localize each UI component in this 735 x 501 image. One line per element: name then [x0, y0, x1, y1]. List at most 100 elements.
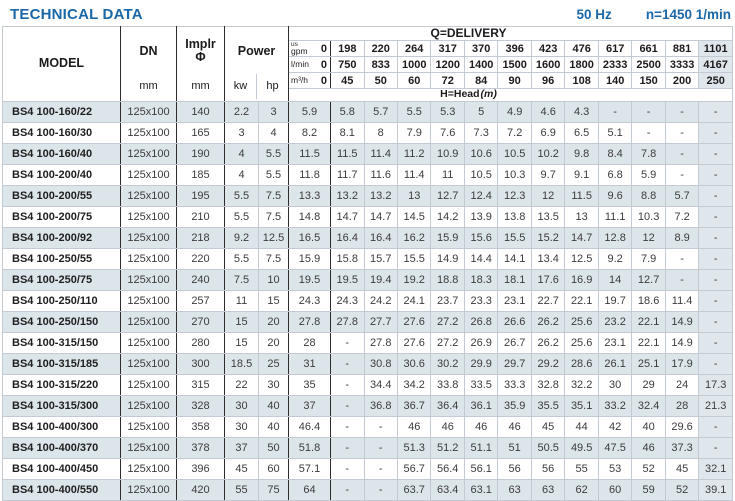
unit-cell-wrap: l/min 0 [290, 59, 330, 71]
head-value-cell: - [330, 352, 365, 375]
dn-cell: 125x100 [120, 436, 177, 459]
head-value-cell: 29.9 [463, 352, 499, 375]
head-value-cell: 17.6 [530, 268, 566, 291]
kw-cell: 45 [224, 457, 259, 480]
head-value-cell: 10.5 [497, 142, 532, 165]
head-value-cell: 30 [597, 373, 633, 396]
head-value-cell: 13.8 [497, 205, 532, 228]
head-value-cell: 29.7 [497, 352, 532, 375]
delivery-value-cell: 833 [363, 56, 398, 74]
head-value-cell: 7.9 [396, 121, 432, 144]
model-cell: BS4 100-315/220 [2, 373, 121, 396]
hp-cell: 10 [257, 268, 290, 291]
table-row: BS4 100-315/220 125x100 315 22 30 35-34.4 34.2… [2, 373, 733, 396]
head-value-cell: 30.2 [430, 352, 465, 375]
head-value-cell: - [363, 436, 398, 459]
dn-label: DN [139, 43, 158, 58]
head-value-cell: 5.1 [597, 121, 633, 144]
delivery-zero-cell: us gpm 0 [288, 40, 332, 58]
unit-label-main: m³/h [291, 74, 309, 85]
dn-cell: 125x100 [120, 331, 177, 354]
head-value-cell: 14 [597, 268, 633, 291]
head-value-cell: - [698, 247, 733, 270]
head-value-cell: 56.7 [396, 457, 432, 480]
table-row: BS4 100-400/450 125x100 396 45 60 57.1- -56.7 5… [2, 457, 733, 480]
delivery-value-cell: 45 [330, 72, 365, 90]
head-value-cell: 52 [664, 478, 700, 501]
head-value-cell: 5.9 [631, 163, 666, 186]
table-row: BS4 100-200/92 125x100 218 9.2 12.5 16.5 16.4 1… [2, 226, 733, 249]
head-value-cell: 11.4 [664, 289, 700, 312]
head-value-cell: 46 [631, 436, 666, 459]
model-cell: BS4 100-200/55 [2, 184, 121, 207]
implr-cell: 358 [176, 415, 225, 438]
head-value-cell: 24 [664, 373, 700, 396]
head-value-cell: - [664, 247, 700, 270]
dn-cell: 125x100 [120, 226, 177, 249]
head-value-cell: 18.8 [430, 268, 465, 291]
model-cell: BS4 100-200/40 [2, 163, 121, 186]
head-value-cell: - [330, 415, 365, 438]
table-header: MODEL DN mm Implr Φ mm Power [2, 25, 733, 102]
head-value-cell: - [698, 289, 733, 312]
delivery-value-cell: 264 [396, 40, 432, 58]
hp-cell: 7.5 [257, 205, 290, 228]
hp-cell: 40 [257, 415, 290, 438]
head-value-cell: 12.5 [564, 247, 599, 270]
head-value-cell: 5.7 [664, 184, 700, 207]
delivery-value-cell: 1101 [698, 40, 733, 58]
delivery-value-cell: 72 [430, 72, 465, 90]
column-header-implr: Implr Φ mm [176, 26, 225, 102]
head-value-cell: 5.5 [396, 100, 432, 123]
hp-cell: 25 [257, 352, 290, 375]
head-value-cell: 27.6 [396, 331, 432, 354]
head-value-cell: 14.7 [363, 205, 398, 228]
dn-cell: 125x100 [120, 121, 177, 144]
head-value-cell: - [631, 100, 666, 123]
head-value-cell: 14.9 [664, 331, 700, 354]
dn-cell: 125x100 [120, 142, 177, 165]
implr-cell: 315 [176, 373, 225, 396]
head-value-cell: - [698, 163, 733, 186]
head-value-cell: 57.1 [288, 457, 332, 480]
head-value-cell: 7.8 [631, 142, 666, 165]
head-value-cell: 19.5 [288, 268, 332, 291]
head-value-cell: 46 [430, 415, 465, 438]
head-value-cell: 11.4 [363, 142, 398, 165]
head-value-cell: 25.1 [631, 352, 666, 375]
head-value-cell: 26.1 [597, 352, 633, 375]
head-value-cell: 56 [497, 457, 532, 480]
kw-cell: 55 [224, 478, 259, 501]
head-value-cell: 13.2 [330, 184, 365, 207]
kw-cell: 5.5 [224, 247, 259, 270]
implr-cell: 270 [176, 310, 225, 333]
delivery-value-cell: 84 [463, 72, 499, 90]
implr-word: Implr [185, 37, 216, 52]
head-value-cell: 12.7 [430, 184, 465, 207]
head-value-cell: 26.6 [497, 310, 532, 333]
head-value-cell: 35.1 [564, 394, 599, 417]
table-row: BS4 100-160/30 125x100 165 3 4 8.2 8.1 8 7.9 7.6 7… [2, 121, 733, 144]
head-value-cell: 10.9 [430, 142, 465, 165]
head-value-cell: 7.2 [664, 205, 700, 228]
head-value-cell: 31 [288, 352, 332, 375]
dn-cell: 125x100 [120, 184, 177, 207]
head-value-cell: 11.5 [564, 184, 599, 207]
head-value-cell: 5.9 [288, 100, 332, 123]
model-cell: BS4 100-400/370 [2, 436, 121, 459]
dn-cell: 125x100 [120, 247, 177, 270]
head-value-cell: 36.1 [463, 394, 499, 417]
head-value-cell: 6.5 [564, 121, 599, 144]
kw-cell: 22 [224, 373, 259, 396]
head-value-cell: 28.6 [564, 352, 599, 375]
table-row: BS4 100-160/40 125x100 190 4 5.5 11.5 11.5 11.4… [2, 142, 733, 165]
head-value-cell: 27.8 [288, 310, 332, 333]
table-row: BS4 100-250/55 125x100 220 5.5 7.5 15.9 15.8 15… [2, 247, 733, 270]
head-value-cell: 12 [530, 184, 566, 207]
head-value-cell: - [330, 436, 365, 459]
head-value-cell: 15.2 [530, 226, 566, 249]
model-cell: BS4 100-160/22 [2, 100, 121, 123]
model-cell: BS4 100-200/92 [2, 226, 121, 249]
head-value-cell: 24.3 [330, 289, 365, 312]
table-row: BS4 100-250/150 125x100 270 15 20 27.8 27.8 27.… [2, 310, 733, 333]
